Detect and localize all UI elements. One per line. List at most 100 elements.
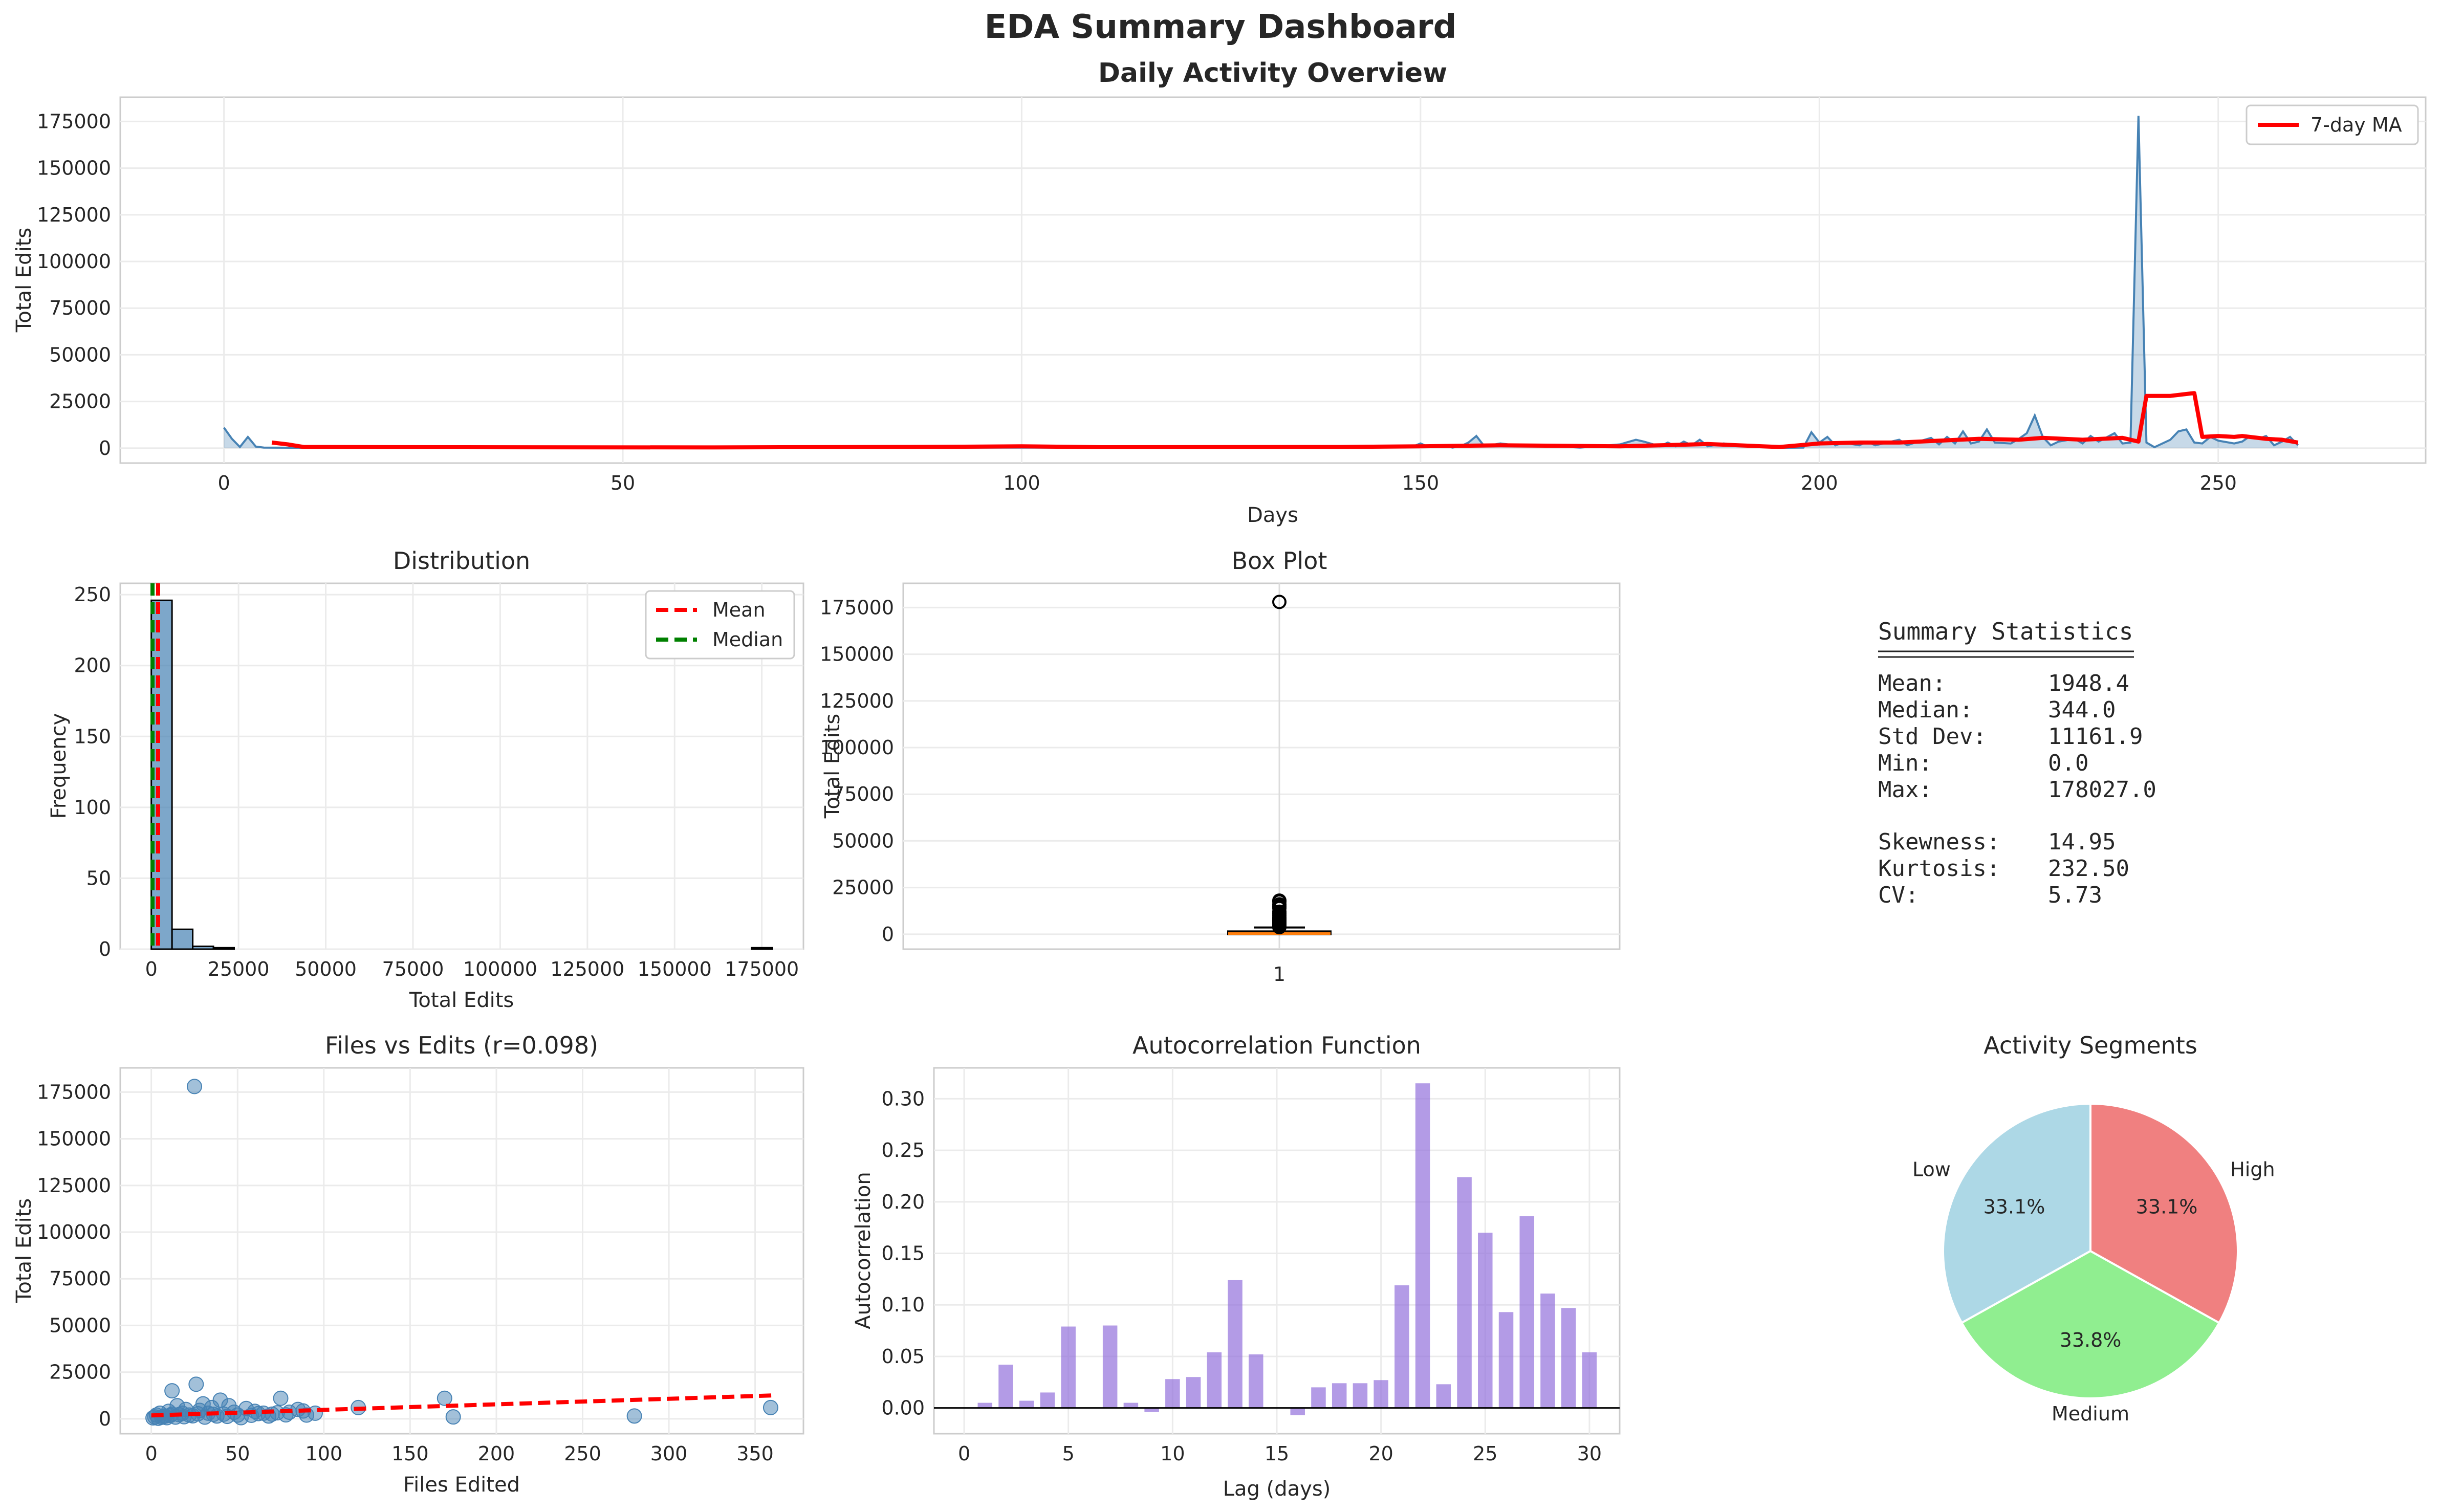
sc-y-tick-0: 0 [99,1408,111,1430]
histogram-bar-1 [171,928,194,950]
acf-bar-lag-2 [998,1365,1013,1408]
acf-bar-lag-5 [1061,1326,1076,1408]
sc-x-tick-1: 50 [225,1442,250,1465]
mean-legend-label: Mean [712,599,766,621]
activity-y-ticks: 0 25000 50000 75000 100000 125000 150000 175000 [37,110,111,459]
box-outlier-21 [1272,919,1287,934]
scatter-grid [120,1068,803,1434]
acf-grid [934,1068,1620,1434]
sc-y-tick-4: 100000 [37,1221,111,1243]
scatter-plot-frame [119,1067,804,1435]
histogram-bar-2 [192,945,214,950]
activity-chart: 0 50 100 150 200 250 0 25000 50000 75000 100000 12… [12,58,2427,527]
scatter-point-36 [445,1409,461,1425]
pie-slices: Low 33.1% Medium 33.8% High 33.1% [1912,1102,2275,1425]
median-legend-label: Median [712,628,783,651]
scatter-x-ticks: 0 50 100 150 200 250 300 350 [145,1442,774,1465]
distribution-title: Distribution [393,547,530,575]
acf-y-tick-4: 0.20 [881,1191,925,1213]
stat-label-5: Skewness: [1878,829,2000,855]
box-y-tick-1: 25000 [832,876,894,899]
stat-value-6: 232.50 [2048,856,2129,882]
acf-bar-lag-7 [1102,1325,1118,1408]
acf-x-ticks: 0 5 10 15 20 25 30 [958,1442,1602,1465]
moving-average-line [271,391,2299,450]
box-y-tick-4: 100000 [820,736,894,759]
acf-x-tick-1: 5 [1062,1442,1075,1465]
acf-y-tick-6: 0.30 [881,1087,925,1110]
scatter-y-label: Total Edits [12,1198,36,1303]
stat-value-2: 11161.9 [2048,724,2143,750]
acf-bar-lag-13 [1228,1280,1243,1408]
act-x-tick-1: 50 [611,472,635,494]
pie-label-medium: Medium [2052,1403,2129,1425]
sc-x-tick-2: 100 [306,1442,343,1465]
scatter-point-1 [188,1376,204,1392]
box-outlier-0 [1272,595,1287,609]
scatter-title: Files vs Edits (r=0.098) [325,1032,598,1059]
act-y-tick-0: 0 [99,437,111,459]
hist-x-tick-2: 50000 [295,958,357,980]
stat-value-0: 1948.4 [2048,670,2129,696]
acf-y-label: Autocorrelation [852,1172,875,1329]
sc-x-tick-0: 0 [145,1442,158,1465]
sc-y-tick-3: 75000 [49,1267,111,1290]
dashboard-title: EDA Summary Dashboard [985,8,1457,46]
acf-x-tick-0: 0 [958,1442,970,1465]
acf-y-ticks: 0.00 0.05 0.10 0.15 0.20 0.25 0.30 [881,1087,925,1419]
act-x-tick-4: 200 [1801,472,1838,494]
hist-x-tick-4: 100000 [463,958,537,980]
acf-bar-lag-30 [1582,1352,1597,1408]
hist-y-tick-0: 0 [99,938,111,960]
stat-value-3: 0.0 [2048,750,2088,776]
box-plot-frame [902,582,1621,950]
scatter-point-4 [273,1390,289,1406]
hist-y-tick-1: 50 [86,867,111,889]
acf-bar-lag-25 [1478,1233,1493,1408]
stat-value-5: 14.95 [2048,829,2116,855]
acf-bar-lag-29 [1561,1308,1576,1408]
stat-label-2: Std Dev: [1878,724,1987,750]
hist-x-tick-0: 0 [145,958,158,980]
scatter-trend-line [151,1393,773,1418]
act-y-tick-5: 125000 [37,204,111,226]
activity-x-ticks: 0 50 100 150 200 250 [218,472,2237,494]
box-y-tick-7: 175000 [820,596,894,619]
scatter-point-2 [164,1383,180,1399]
acf-bar-lag-9 [1144,1408,1159,1412]
box-plot-chart: 0 25000 50000 75000 100000 125000 150000 175000… [820,547,1621,985]
scatter-point-6 [762,1399,778,1415]
acf-y-tick-1: 0.05 [881,1345,925,1368]
box-y-tick-6: 150000 [820,643,894,666]
histogram-bar-3 [212,947,235,950]
activity-segments-chart: Activity Segments Low 33.1% Medium 33.8% Hig… [1912,1032,2275,1425]
activity-legend: 7-day MA [2246,104,2419,145]
sc-x-tick-4: 200 [478,1442,515,1465]
acf-bar-lag-8 [1123,1403,1139,1408]
activity-title: Daily Activity Overview [1098,58,1447,89]
distribution-x-ticks: 0 25000 50000 75000 100000 125000 150000 175000 [145,958,799,980]
scatter-y-ticks: 0 25000 50000 75000 100000 125000 150000 175000 [37,1081,111,1430]
hist-x-tick-1: 25000 [208,958,270,980]
box-y-tick-5: 125000 [820,690,894,712]
acf-bar-lag-11 [1186,1377,1201,1408]
hist-y-tick-3: 150 [74,725,111,748]
act-x-tick-2: 100 [1003,472,1040,494]
activity-legend-label: 7-day MA [2311,114,2402,136]
scatter-x-label: Files Edited [403,1473,520,1497]
box-y-tick-2: 50000 [832,829,894,852]
act-y-tick-4: 100000 [37,250,111,273]
sc-y-tick-1: 25000 [49,1361,111,1384]
acf-x-tick-2: 10 [1160,1442,1185,1465]
stat-value-7: 5.73 [2048,882,2102,908]
acf-bar-lag-12 [1207,1352,1222,1408]
hist-x-tick-7: 175000 [725,958,799,980]
scatter-point-3 [437,1390,452,1406]
box-y-tick-3: 75000 [832,783,894,805]
act-y-tick-1: 25000 [49,390,111,413]
sc-y-tick-2: 50000 [49,1314,111,1336]
distribution-reference-lines [150,583,160,949]
acf-y-tick-5: 0.25 [881,1139,925,1162]
box-plot-x-tick-1: 1 [1273,963,1285,985]
acf-x-tick-4: 20 [1368,1442,1393,1465]
